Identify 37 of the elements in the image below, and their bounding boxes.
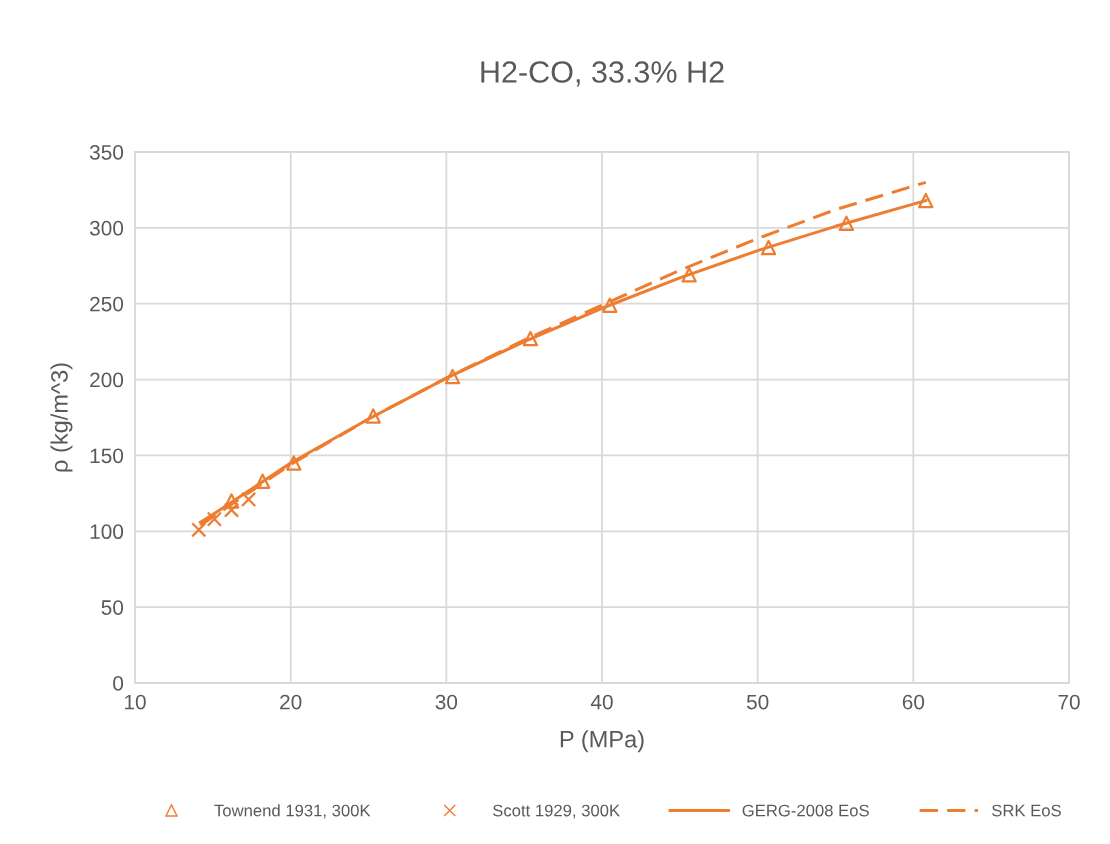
- point: [365, 408, 381, 424]
- y-tick-label: 250: [90, 296, 124, 312]
- x-tick-label: 70: [1058, 694, 1080, 710]
- y-tick-label: 150: [90, 448, 124, 464]
- x-tick-label: 30: [435, 694, 458, 710]
- point: [444, 368, 461, 385]
- point: [206, 511, 223, 527]
- legend-label: Townend 1931, 300K: [214, 804, 371, 819]
- x-tick-label: 40: [590, 694, 613, 710]
- y-tick-label: 300: [89, 220, 124, 236]
- y-tick-label: 0: [113, 676, 124, 691]
- point: [254, 473, 271, 489]
- x-axis-title: P (MPa): [560, 730, 644, 753]
- x-tick-label: 60: [902, 694, 925, 710]
- y-tick-label: 50: [101, 600, 124, 615]
- point: [918, 192, 934, 209]
- point: [760, 239, 777, 256]
- point: [522, 330, 539, 347]
- y-tick-label: 200: [90, 372, 124, 388]
- legend-label: Scott 1929, 300K: [493, 804, 620, 819]
- chart-title: H2-CO, 33.3% H2: [481, 61, 724, 87]
- point: [602, 297, 618, 313]
- y-tick-label: 350: [89, 145, 124, 160]
- point: [286, 455, 302, 471]
- y-tick-label: 100: [90, 524, 124, 540]
- legend-label: SRK EoS: [992, 804, 1061, 817]
- point: [191, 522, 207, 538]
- point: [681, 267, 697, 283]
- x-tick-label: 10: [125, 694, 146, 710]
- point: [223, 493, 240, 509]
- x-tick-label: 20: [280, 694, 302, 710]
- legend-label: GERG-2008 EoS: [742, 804, 869, 817]
- point: [223, 502, 240, 518]
- y-axis-title: ρ (kg/m^3): [50, 363, 73, 472]
- x-tick-label: 50: [746, 694, 769, 710]
- point: [838, 215, 855, 231]
- point: [240, 491, 257, 508]
